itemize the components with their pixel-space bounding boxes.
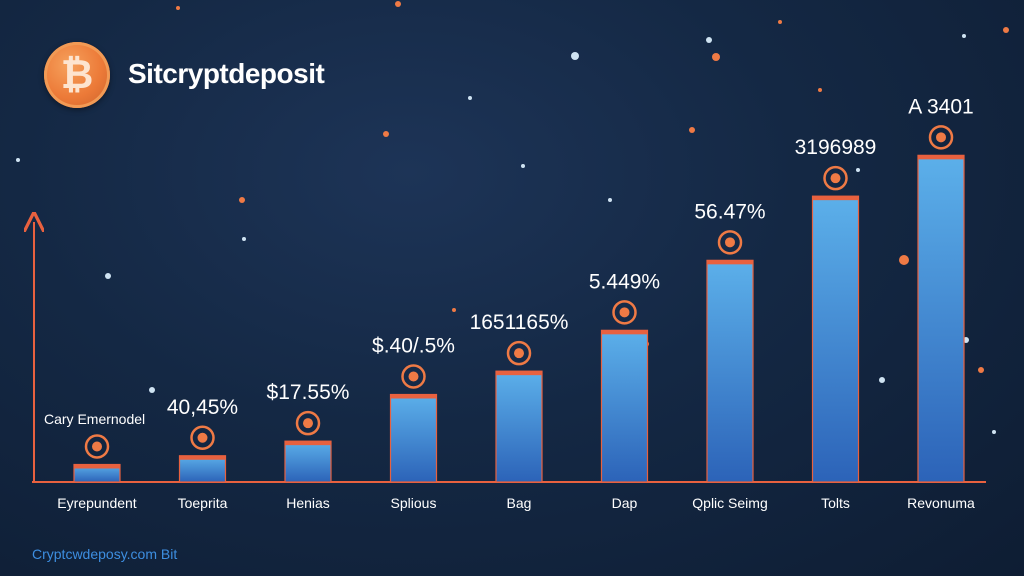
star-dot <box>521 164 525 168</box>
data-label: A 3401 <box>908 95 973 118</box>
star-dot <box>899 255 909 265</box>
no-dollar-icon <box>717 230 743 255</box>
bar-dap <box>600 329 649 483</box>
bar-revonuma <box>917 154 965 483</box>
data-label: 40,45% <box>167 396 238 419</box>
x-tick-label: Tolts <box>821 495 850 511</box>
map-pin-icon <box>506 340 532 366</box>
star-dot <box>608 198 612 202</box>
star-dot <box>383 131 389 137</box>
star-dot <box>689 127 695 133</box>
data-label: 56.47% <box>694 200 765 223</box>
star-dot <box>856 168 860 172</box>
bar-cap <box>707 260 753 265</box>
x-tick-label: Bag <box>507 495 532 511</box>
star-dot <box>706 37 712 43</box>
x-tick-label: Eyrepundent <box>57 495 137 511</box>
bar-bag <box>495 370 543 483</box>
bar-cap <box>179 455 226 460</box>
bar-cap <box>74 464 120 469</box>
star-dot <box>105 273 111 279</box>
star-dot <box>395 1 401 7</box>
bar-henias <box>284 440 332 483</box>
chart-horse-icon <box>612 300 637 325</box>
bar-cap <box>285 441 331 446</box>
bar-cap <box>601 330 648 335</box>
shield-icon <box>84 434 110 459</box>
star-dot <box>1003 27 1009 33</box>
data-label: 5.449% <box>589 270 660 293</box>
bar-qplic-seimg <box>706 259 754 483</box>
star-dot <box>452 308 456 312</box>
bar-cap <box>496 371 542 376</box>
x-tick-label: Splious <box>391 495 437 511</box>
x-tick-label: Dap <box>612 495 638 511</box>
star-dot <box>149 387 155 393</box>
bar-cap <box>390 394 437 399</box>
star-dot <box>879 377 885 383</box>
bitcoin-icon: ₿ <box>60 52 94 98</box>
bar-splious <box>389 393 438 483</box>
star-dot <box>712 53 720 61</box>
data-label: $17.55% <box>267 381 350 404</box>
star-dot <box>176 6 180 10</box>
data-label: 3196989 <box>795 136 877 159</box>
bull-icon <box>190 425 215 450</box>
star-dot <box>242 237 246 241</box>
bitcoin-coin-logo: ₿ <box>44 42 110 108</box>
star-dot <box>778 20 782 24</box>
star-dot <box>818 88 822 92</box>
star-dot <box>16 158 20 162</box>
star-dot <box>978 367 984 373</box>
bar-tolts <box>811 195 860 483</box>
bar-chart-icon <box>928 125 954 150</box>
x-tick-label: Revonuma <box>907 495 975 511</box>
x-tick-label: Toeprita <box>178 495 228 511</box>
bar-toeprita <box>178 455 227 483</box>
fist-icon <box>295 410 321 436</box>
brand-title: Sitcryptdeposit <box>128 58 325 89</box>
star-dot <box>571 52 579 60</box>
pie-icon <box>823 165 848 191</box>
bar-cap <box>812 196 859 201</box>
x-tick-label: Qplic Seimg <box>692 495 767 511</box>
axis-annotation: Cary Emernodel <box>44 411 145 427</box>
star-dot <box>468 96 472 100</box>
star-dot <box>239 197 245 203</box>
star-dot <box>992 430 996 434</box>
dollar-coin-icon <box>401 364 426 389</box>
footer-link[interactable]: Cryptcwdeposy.com Bit <box>32 546 178 562</box>
data-label: $.40/.5% <box>372 335 455 358</box>
x-tick-label: Henias <box>286 495 330 511</box>
star-dot <box>962 34 966 38</box>
bar-cap <box>918 155 964 160</box>
data-label: 1651165% <box>470 311 569 334</box>
